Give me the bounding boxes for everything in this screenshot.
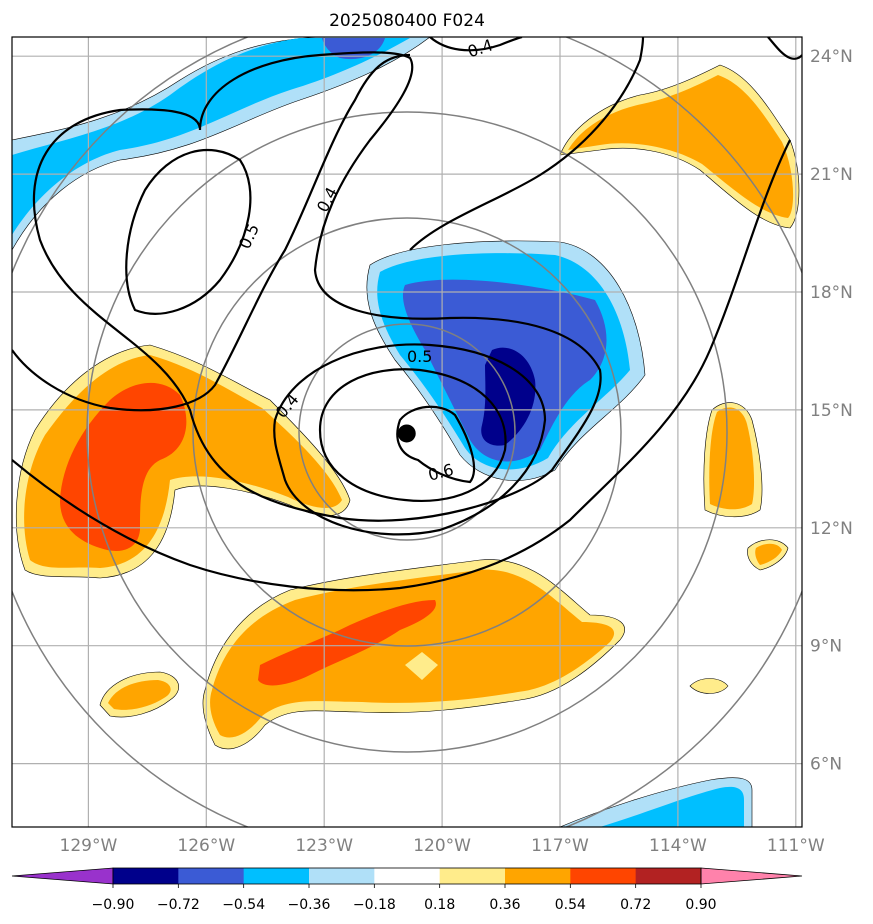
lat-label: 15°N: [810, 401, 853, 421]
lat-label: 6°N: [810, 755, 842, 775]
lon-label: 117°W: [531, 836, 589, 856]
warm-small-se: [689, 678, 729, 694]
colorbar-segment: [505, 868, 571, 884]
contour-line: [409, 37, 645, 251]
warm-small-sw-orange: [108, 680, 171, 710]
lon-label: 123°W: [295, 836, 353, 856]
blue-band-north-inner: [12, 38, 410, 235]
blue-south-inner: [600, 786, 744, 827]
contour-line: [32, 51, 602, 522]
colorbar-tick-label: −0.90: [92, 897, 135, 913]
negative-field: [12, 37, 753, 827]
contour-line: [12, 139, 791, 592]
contour-line: [429, 37, 523, 52]
lon-label: 129°W: [60, 836, 118, 856]
colorbar-tick-label: 0.72: [620, 897, 651, 913]
lat-label: 9°N: [810, 637, 842, 657]
contour-line: [12, 53, 411, 412]
range-ring: [192, 217, 622, 647]
warm-south-orange: [210, 569, 615, 738]
colorbar-extend-high: [700, 867, 803, 885]
contour-line: [273, 343, 547, 536]
latitude-labels: 24°N 21°N 18°N 15°N 12°N 9°N 6°N: [810, 47, 853, 774]
colorbar-tick-label: 0.54: [555, 897, 586, 913]
colorbar: −0.90 −0.72 −0.54 −0.36 −0.18 0.18 0.36 0.54 0.7…: [11, 867, 803, 913]
lon-label: 120°W: [413, 836, 471, 856]
colorbar-outline: [112, 867, 702, 885]
warm-west-red: [60, 382, 187, 551]
range-rings: [12, 37, 802, 827]
contour-line: [396, 405, 475, 484]
colorbar-extend-low: [11, 867, 114, 885]
contour-line: [767, 37, 802, 60]
map-title: 2025080400 F024: [329, 11, 485, 31]
positive-field: [15, 64, 800, 750]
colorbar-tick-label: −0.36: [288, 897, 331, 913]
longitude-labels: 129°W 126°W 123°W 120°W 117°W 114°W 111°W: [60, 836, 825, 856]
graticule: [12, 37, 802, 827]
lon-label: 114°W: [649, 836, 707, 856]
range-ring: [86, 111, 728, 753]
lat-label: 12°N: [810, 519, 853, 539]
colorbar-segment: [309, 868, 375, 884]
lon-label: 126°W: [177, 836, 235, 856]
colorbar-tick-label: 0.18: [424, 897, 455, 913]
warm-south-red: [258, 600, 436, 686]
warm-small-east-orange: [755, 543, 782, 565]
colorbar-segment: [113, 868, 179, 884]
contours: [12, 37, 802, 592]
contour-label: 0.5: [407, 347, 432, 366]
colorbar-segment: [635, 868, 702, 884]
map-area: 0.4 0.4 0.5 0.4 0.5 0.6: [12, 37, 802, 827]
colorbar-segment: [439, 868, 506, 884]
map-border: [11, 36, 803, 828]
warm-ne-orange: [568, 75, 794, 218]
storm-center-marker: [397, 424, 416, 443]
colorbar-tick-label: −0.18: [353, 897, 396, 913]
range-ring: [298, 323, 516, 541]
warm-small-center: [405, 652, 438, 680]
colorbar-tick-label: −0.54: [222, 897, 265, 913]
colorbar-segment: [374, 868, 441, 884]
lat-label: 18°N: [810, 283, 853, 303]
lat-label: 21°N: [810, 165, 853, 185]
contour-line: [125, 148, 252, 315]
colorbar-segment: [243, 868, 310, 884]
colorbar-tick-label: −0.72: [157, 897, 200, 913]
colorbar-segment: [178, 868, 245, 884]
warm-east-orange: [709, 407, 755, 510]
lon-label: 111°W: [767, 836, 825, 856]
contour-line: [318, 368, 507, 502]
colorbar-tick-label: 0.90: [685, 897, 716, 913]
lat-label: 24°N: [810, 47, 853, 67]
colorbar-segment: [570, 868, 637, 884]
colorbar-tick-label: 0.36: [489, 897, 520, 913]
